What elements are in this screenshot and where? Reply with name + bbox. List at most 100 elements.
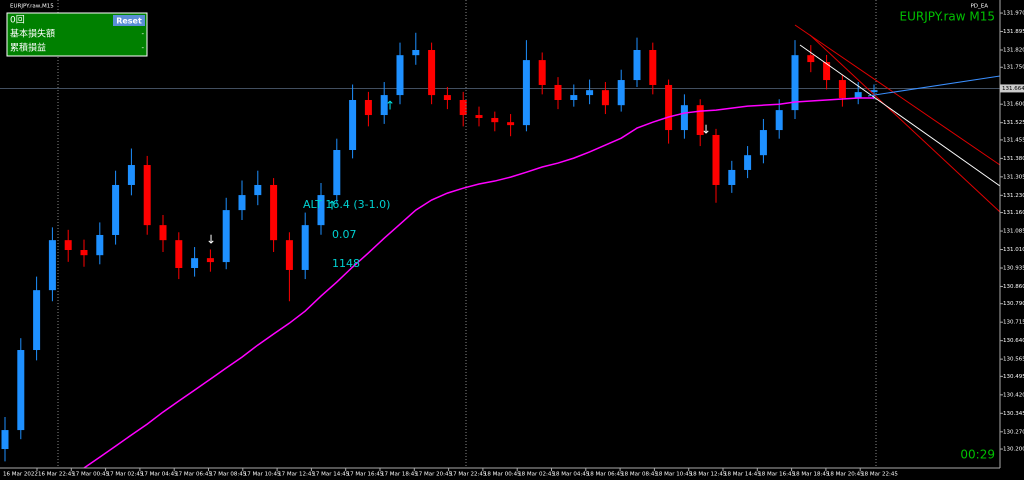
candle-body: [570, 95, 578, 101]
x-tick-label: 17 Mar 18:45: [381, 472, 418, 478]
candle-body: [112, 184, 120, 235]
x-tick-label: 16 Mar 2022: [3, 472, 38, 478]
candle-body: [33, 290, 41, 351]
candle-body: [396, 55, 404, 96]
candle-body: [333, 150, 341, 196]
row-label: 累積損益: [10, 42, 46, 54]
candle-body: [238, 195, 246, 211]
y-tick-label: 131.085: [1003, 229, 1024, 235]
x-tick-label: 17 Mar 14:45: [312, 472, 349, 478]
current-price-label: 131.664: [1002, 86, 1024, 92]
y-tick-label: 130.860: [1003, 284, 1024, 290]
candle-body: [554, 84, 562, 101]
candle-body: [380, 95, 388, 116]
y-tick-label: 130.200: [1003, 447, 1024, 453]
y-tick-label: 130.935: [1003, 265, 1024, 271]
candle-body: [633, 50, 641, 81]
y-tick-label: 130.715: [1003, 320, 1024, 326]
x-tick-label: 17 Mar 10:45: [244, 472, 281, 478]
candle-body: [17, 350, 25, 431]
y-tick-label: 131.380: [1003, 156, 1024, 162]
sell-arrow: ↓: [206, 233, 216, 247]
candle-body: [143, 165, 151, 226]
candle-body: [870, 90, 878, 93]
candle-body: [838, 80, 846, 99]
x-tick-label: 16 Mar 22:45: [38, 472, 75, 478]
moving-average: [83, 97, 874, 469]
candle-body: [349, 100, 357, 151]
x-tick-label: 18 Mar 12:45: [690, 472, 727, 478]
candle-body: [649, 50, 657, 85]
candle-body: [507, 122, 515, 126]
row-label: 基本損失額: [10, 28, 55, 40]
candle-body: [80, 250, 88, 256]
x-tick-label: 18 Mar 22:45: [861, 472, 898, 478]
buy-arrow: ↑: [327, 199, 337, 213]
candle-body: [64, 240, 72, 251]
y-tick-label: 131.820: [1003, 48, 1024, 54]
y-tick-label: 130.640: [1003, 338, 1024, 344]
y-tick-label: 130.345: [1003, 411, 1024, 417]
y-tick-label: 131.525: [1003, 120, 1024, 126]
x-tick-label: 18 Mar 06:45: [587, 472, 624, 478]
x-tick-label: 17 Mar 20:45: [415, 472, 452, 478]
buy-arrow: ↑: [385, 99, 395, 113]
y-tick-label: 130.420: [1003, 392, 1024, 398]
count: 0回: [10, 15, 25, 26]
x-tick-label: 17 Mar 02:45: [107, 472, 144, 478]
x-tick-label: 18 Mar 20:45: [827, 472, 864, 478]
candle-body: [412, 50, 420, 56]
x-tick-label: 17 Mar 12:45: [278, 472, 315, 478]
candle-body: [538, 60, 546, 85]
timer: 00:29: [960, 448, 995, 462]
y-tick-label: 131.750: [1003, 65, 1024, 71]
y-tick-label: 130.565: [1003, 357, 1024, 363]
x-tick-label: 18 Mar 10:45: [655, 472, 692, 478]
candle-body: [586, 90, 594, 96]
y-tick-label: 131.010: [1003, 247, 1024, 253]
x-tick-label: 18 Mar 16:45: [758, 472, 795, 478]
current-price-box: [1000, 84, 1024, 93]
row-value: -: [141, 44, 144, 52]
candle-body: [775, 110, 783, 131]
y-tick-label: 131.970: [1003, 11, 1024, 17]
candle-body: [712, 134, 720, 185]
indicator-text: 0.07: [332, 228, 357, 241]
candle-body: [854, 92, 862, 99]
candle-body: [744, 155, 752, 170]
candle-body: [301, 225, 309, 270]
trend-line: [799, 44, 1001, 187]
x-tick-label: 18 Mar 14:45: [724, 472, 761, 478]
candle-body: [96, 234, 104, 256]
x-tick-label: 18 Mar 00:45: [484, 472, 521, 478]
candle-body: [728, 169, 736, 185]
y-tick-label: 131.895: [1003, 29, 1024, 35]
y-tick-label: 131.230: [1003, 193, 1024, 199]
y-tick-label: 131.160: [1003, 210, 1024, 216]
x-tick-label: 18 Mar 02:45: [518, 472, 555, 478]
x-tick-label: 18 Mar 08:45: [621, 472, 658, 478]
candle-body: [48, 240, 56, 291]
indicator-text: 1148: [332, 257, 360, 270]
reset-button[interactable]: [113, 15, 145, 26]
candle-body: [759, 130, 767, 156]
candle-body: [823, 62, 831, 81]
reset-label[interactable]: Reset: [116, 17, 142, 26]
x-tick-label: 17 Mar 16:45: [347, 472, 384, 478]
candle-body: [285, 240, 293, 270]
x-tick-label: 17 Mar 22:45: [450, 472, 487, 478]
candle-body: [206, 258, 214, 263]
candle-body: [475, 115, 483, 118]
y-tick-label: 131.305: [1003, 174, 1024, 180]
x-tick-label: 18 Mar 18:45: [793, 472, 830, 478]
candle-body: [1, 430, 9, 450]
candle-body: [601, 90, 609, 106]
x-tick-label: 17 Mar 04:45: [141, 472, 178, 478]
candle-body: [127, 165, 135, 185]
candle-body: [696, 105, 704, 135]
trend-line: [809, 34, 1001, 213]
y-tick-label: 131.600: [1003, 102, 1024, 108]
plot: [0, 32, 1000, 469]
